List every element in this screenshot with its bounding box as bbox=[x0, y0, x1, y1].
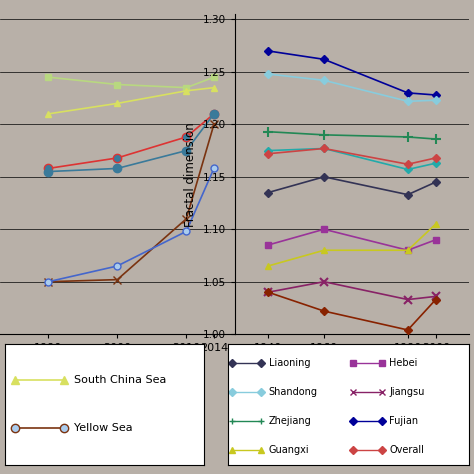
Text: Yellow Sea: Yellow Sea bbox=[74, 423, 133, 433]
Text: South China Sea: South China Sea bbox=[74, 375, 167, 385]
Text: Liaoning: Liaoning bbox=[269, 358, 310, 368]
Text: Overall: Overall bbox=[390, 445, 424, 455]
Text: Guangxi: Guangxi bbox=[269, 445, 309, 455]
Text: Hebei: Hebei bbox=[390, 358, 418, 368]
Text: Shandong: Shandong bbox=[269, 387, 318, 397]
Text: Zhejiang: Zhejiang bbox=[269, 416, 311, 426]
Y-axis label: Fractal dimension: Fractal dimension bbox=[184, 122, 197, 227]
Text: Fujian: Fujian bbox=[390, 416, 419, 426]
Text: Jiangsu: Jiangsu bbox=[390, 387, 425, 397]
